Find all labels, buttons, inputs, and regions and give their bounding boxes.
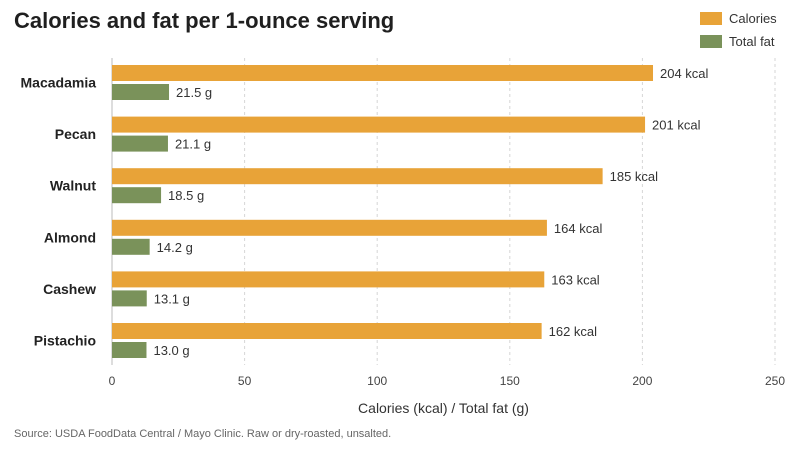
data-label-calories-pistachio: 162 kcal [549,324,598,339]
data-label-total-fat-pistachio: 13.0 g [153,343,189,358]
data-label-calories-macadamia: 204 kcal [660,66,709,81]
chart-title: Calories and fat per 1-ounce serving [14,8,395,33]
data-label-total-fat-pecan: 21.1 g [175,137,211,152]
legend-item-total-fat: Total fat [700,31,777,51]
category-label-pistachio: Pistachio [34,333,96,349]
data-label-calories-cashew: 163 kcal [551,272,600,287]
category-label-cashew: Cashew [43,281,96,297]
legend-swatch-calories [700,11,722,25]
bar-calories-walnut [112,168,603,185]
bar-calories-cashew [112,271,545,288]
source-note: Source: USDA FoodData Central / Mayo Cli… [14,428,392,440]
legend-label-total-fat: Total fat [729,33,775,49]
x-tick-label-100: 100 [367,374,387,388]
bar-total-fat-almond [112,238,150,255]
bar-total-fat-walnut [112,187,162,204]
bar-total-fat-cashew [112,290,147,307]
bar-calories-pistachio [112,323,542,339]
category-label-pecan: Pecan [55,126,96,142]
legend: Calories Total fat [700,8,777,54]
bar-calories-pecan [112,116,646,133]
x-tick-label-250: 250 [765,374,785,388]
legend-label-calories: Calories [729,10,777,26]
bar-total-fat-pecan [112,135,168,152]
x-tick-label-150: 150 [500,374,520,388]
bar-total-fat-pistachio [112,342,147,358]
category-label-walnut: Walnut [50,178,96,194]
legend-item-calories: Calories [700,8,777,28]
bar-total-fat-macadamia [112,84,170,100]
x-axis-title: Calories (kcal) / Total fat (g) [358,400,529,416]
data-label-total-fat-almond: 14.2 g [157,240,193,255]
bar-calories-macadamia [112,65,654,81]
data-label-calories-pecan: 201 kcal [652,118,701,133]
data-label-calories-almond: 164 kcal [554,221,603,236]
data-label-total-fat-macadamia: 21.5 g [176,85,212,100]
bar-calories-almond [112,219,547,236]
data-label-total-fat-walnut: 18.5 g [168,188,204,203]
data-label-total-fat-cashew: 13.1 g [154,291,190,306]
x-tick-label-200: 200 [632,374,652,388]
category-label-macadamia: Macadamia [21,75,97,91]
category-label-almond: Almond [44,229,96,245]
legend-swatch-total-fat [700,34,722,48]
x-tick-label-0: 0 [109,374,116,388]
data-label-calories-walnut: 185 kcal [610,169,659,184]
x-tick-label-50: 50 [238,374,252,388]
